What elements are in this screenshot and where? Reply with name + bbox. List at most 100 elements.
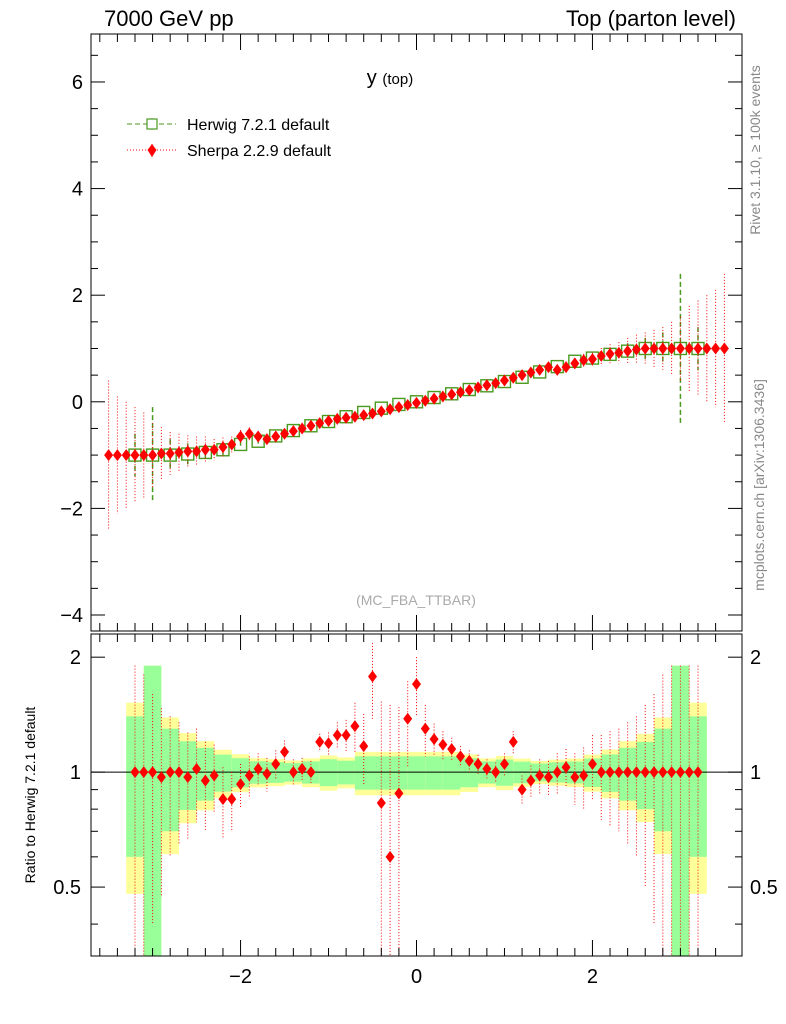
sherpa-point — [684, 342, 694, 355]
ratio-point — [508, 735, 518, 748]
legend-sherpa-marker — [127, 144, 176, 157]
main-y-tick-label: 6 — [72, 72, 83, 94]
title-main: y — [367, 67, 377, 89]
ratio-point — [526, 774, 536, 787]
ratio-point — [447, 742, 457, 755]
sherpa-point — [341, 411, 351, 424]
plot-title: y (top) — [367, 67, 413, 89]
sherpa-point — [535, 363, 545, 376]
sherpa-point — [192, 445, 202, 458]
legend-sherpa-label: Sherpa 2.2.9 default — [187, 143, 332, 160]
ratio-point — [376, 797, 386, 810]
sherpa-point — [623, 345, 633, 358]
sherpa-point — [244, 427, 254, 440]
ratio-point — [605, 766, 615, 779]
ratio-point — [517, 783, 527, 796]
sherpa-point — [526, 366, 536, 379]
sherpa-point — [174, 446, 184, 459]
ratio-point — [139, 766, 149, 779]
ratio-point — [341, 729, 351, 742]
sherpa-point — [359, 409, 369, 422]
sherpa-point — [693, 342, 703, 355]
legend-herwig-label: Herwig 7.2.1 default — [187, 117, 330, 134]
ratio-point — [649, 766, 659, 779]
ratio-y-tick-label-right: 1 — [750, 762, 761, 784]
sherpa-point — [491, 377, 501, 390]
ratio-point — [148, 766, 158, 779]
ratio-point — [579, 769, 589, 782]
ratio-y-tick-label-left: 2 — [70, 647, 81, 669]
ratio-point — [482, 762, 492, 775]
ratio-point — [297, 762, 307, 775]
sherpa-point — [640, 342, 650, 355]
ratio-point — [403, 712, 413, 725]
sherpa-point — [675, 342, 685, 355]
ratio-x-tick-label: 0 — [411, 966, 422, 988]
sherpa-point — [543, 361, 553, 374]
ratio-point — [130, 766, 140, 779]
ratio-point — [192, 762, 202, 775]
ratio-point — [464, 754, 474, 767]
sherpa-point — [253, 430, 263, 443]
ratio-point — [174, 766, 184, 779]
sherpa-point — [385, 403, 395, 416]
ratio-point — [614, 766, 624, 779]
sherpa-point — [183, 445, 193, 458]
ratio-point — [667, 766, 677, 779]
rivet-label: Rivet 3.1.10, ≥ 100k events — [747, 65, 763, 235]
band-inner — [372, 756, 391, 790]
ratio-point — [183, 771, 193, 784]
sherpa-point — [447, 388, 457, 401]
band-inner — [442, 756, 461, 790]
sherpa-point — [464, 384, 474, 397]
ratio-point — [535, 769, 545, 782]
ratio-point — [596, 766, 606, 779]
axis-ticks: −4 −2 0 2 4 6 −2 0 2 0.5 0.5 1 1 2 2 — [53, 34, 778, 988]
ratio-point — [455, 750, 465, 763]
band-inner — [214, 754, 232, 792]
sherpa-point — [121, 449, 131, 462]
ratio-point — [262, 767, 272, 780]
ratio-point — [658, 766, 668, 779]
main-plot-content — [104, 273, 729, 530]
band-inner — [354, 756, 373, 790]
main-y-tick-label: 2 — [72, 285, 83, 307]
sherpa-point — [315, 417, 325, 430]
band-inner — [425, 756, 443, 790]
sherpa-point — [148, 449, 158, 462]
ratio-y-tick-label-right: 2 — [750, 647, 761, 669]
ratio-y-tick-label-left: 0.5 — [53, 877, 81, 899]
sherpa-point — [271, 430, 281, 443]
sherpa-point — [165, 447, 175, 460]
sherpa-point — [719, 342, 729, 355]
ratio-point — [332, 729, 342, 742]
sherpa-point — [139, 449, 149, 462]
band-inner — [460, 758, 479, 788]
sherpa-point — [218, 441, 228, 454]
sherpa-point — [209, 443, 219, 456]
ratio-point — [684, 766, 694, 779]
sherpa-point — [508, 371, 518, 384]
ratio-point — [543, 771, 553, 784]
ratio-point — [324, 737, 334, 750]
header-right: Top (parton level) — [566, 6, 736, 31]
title-sub: (top) — [382, 71, 413, 88]
ratio-point — [156, 771, 166, 784]
ratio-point — [253, 762, 263, 775]
sherpa-point — [561, 361, 571, 374]
sherpa-point — [280, 427, 290, 440]
ratio-ylabel: Ratio to Herwig 7.2.1 default — [22, 707, 38, 884]
mcplots-label: mcplots.cern.ch [arXiv:1306.3436] — [751, 379, 767, 591]
sherpa-point — [112, 449, 122, 462]
ratio-point — [315, 735, 325, 748]
sherpa-point — [306, 419, 316, 432]
ratio-point — [306, 766, 316, 779]
sherpa-point — [614, 346, 624, 359]
sherpa-point — [605, 347, 615, 360]
ratio-plot-content — [91, 642, 742, 956]
sherpa-point — [667, 342, 677, 355]
main-y-tick-label: 4 — [72, 179, 83, 201]
ratio-point — [218, 793, 228, 806]
ratio-x-tick-label: −2 — [229, 966, 252, 988]
sherpa-point — [579, 354, 589, 367]
